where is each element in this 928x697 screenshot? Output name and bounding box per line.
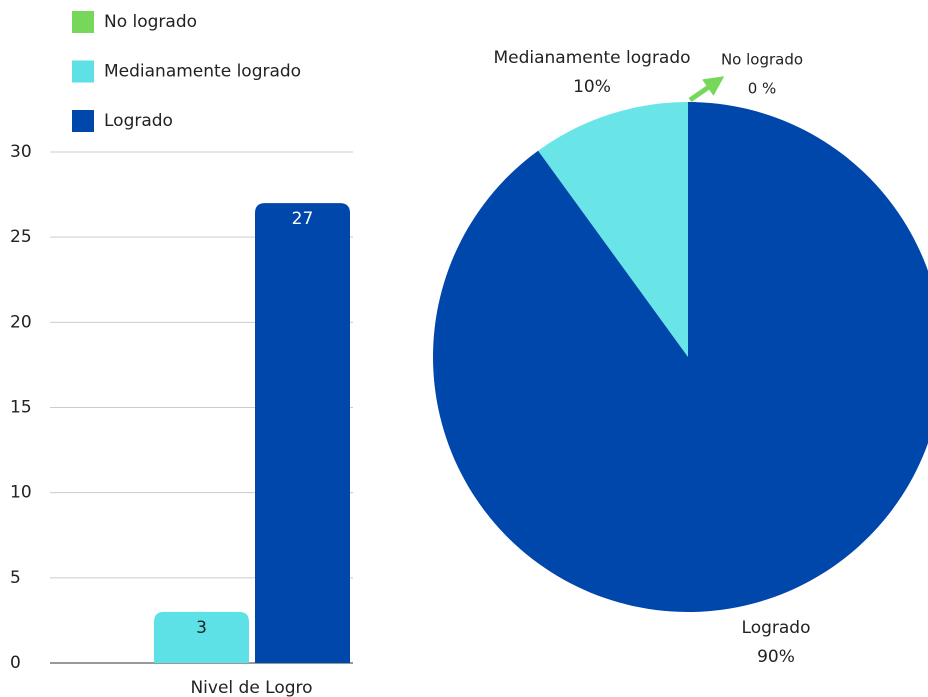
y-tick-label: 10 (10, 483, 32, 503)
data-label: 3 (196, 618, 207, 638)
data-label: 27 (292, 209, 314, 229)
legend-swatch (72, 11, 94, 33)
slice-value-label: 10% (573, 77, 611, 97)
legend-swatch (72, 110, 94, 132)
legend-label: Medianamente logrado (104, 62, 301, 82)
slice-label: Logrado (742, 618, 811, 638)
legend-label: No logrado (104, 12, 197, 32)
y-tick-label: 15 (10, 398, 32, 418)
y-tick-label: 30 (10, 142, 32, 162)
pie-slice (433, 102, 928, 612)
pointer-arrow (688, 76, 725, 103)
pie-slice (538, 102, 688, 357)
y-tick-label: 0 (10, 653, 21, 673)
legend-swatch (72, 60, 94, 83)
y-tick-label: 20 (10, 312, 32, 332)
x-tick-label: Nivel de Logro (190, 678, 312, 697)
slice-value-label: 0 % (748, 80, 777, 98)
slice-value-label: 90% (757, 647, 795, 667)
legend-label: Logrado (104, 111, 173, 131)
y-tick-label: 5 (10, 568, 21, 588)
bar (255, 203, 350, 663)
slice-label: Medianamente logrado (493, 48, 690, 68)
y-tick-label: 25 (10, 227, 32, 247)
bar (154, 611, 249, 663)
slice-label: No logrado (721, 51, 803, 69)
